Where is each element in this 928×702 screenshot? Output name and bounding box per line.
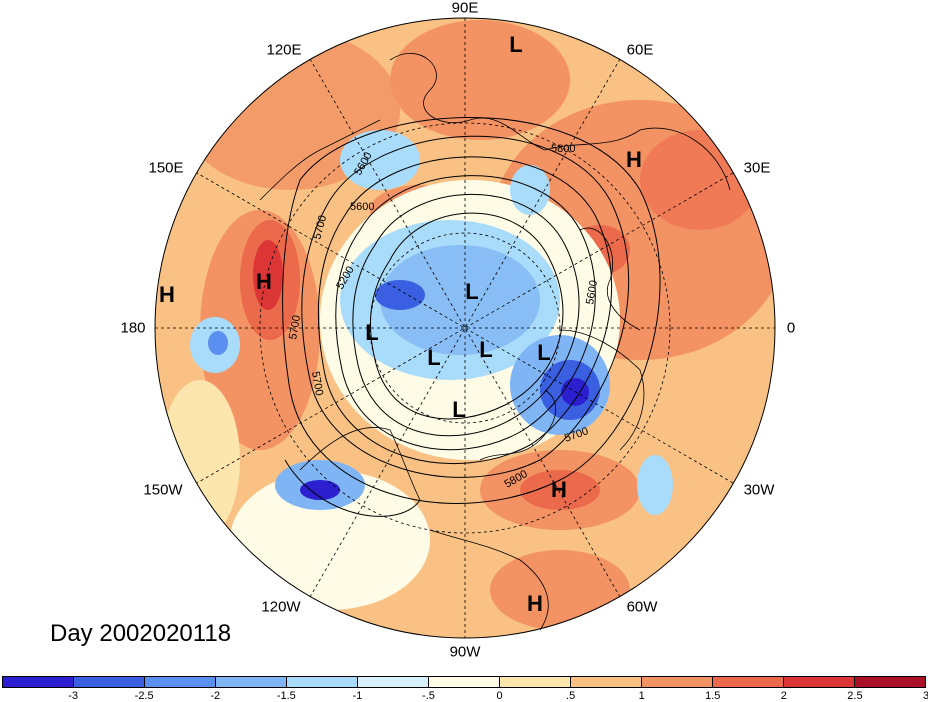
colorbar-segment xyxy=(74,677,145,687)
lon-label-150e: 150E xyxy=(148,159,184,177)
high-pressure-marker: H xyxy=(626,147,642,172)
contour-label: 5600 xyxy=(584,279,600,305)
colorbar-tick-label: .5 xyxy=(566,690,576,702)
colorbar-segment xyxy=(500,677,571,687)
colorbar-segment xyxy=(784,677,855,687)
colorbar-segment xyxy=(429,677,500,687)
colorbar-tick-label: -3 xyxy=(68,690,78,702)
low-pressure-marker: L xyxy=(479,337,493,362)
colorbar-tick-label: 0 xyxy=(496,690,503,702)
high-pressure-marker: H xyxy=(256,269,272,294)
contour-label: 5800 xyxy=(551,143,575,155)
lon-label-180: 180 xyxy=(120,319,146,337)
height-contours xyxy=(282,117,661,517)
colorbar-segment xyxy=(358,677,429,687)
colorbar-tick-label: 1.5 xyxy=(705,690,721,702)
high-pressure-marker: H xyxy=(527,591,543,616)
colorbar-tick-label: 2.5 xyxy=(847,690,863,702)
lon-label-60w: 60W xyxy=(626,598,658,616)
low-pressure-marker: L xyxy=(452,397,466,422)
anomaly-field xyxy=(155,18,775,638)
contour-label: 5600 xyxy=(350,201,374,213)
low-pressure-marker: L xyxy=(537,340,551,365)
lon-label-0: 0 xyxy=(786,319,796,337)
high-pressure-marker: H xyxy=(551,477,567,502)
colorbar-segment xyxy=(642,677,713,687)
contour-label: 5700 xyxy=(309,370,325,396)
lon-label-120w: 120W xyxy=(261,598,301,616)
day-title: Day 2002020118 xyxy=(50,620,232,647)
lon-label-120e: 120E xyxy=(266,41,302,59)
lon-label-30w: 30W xyxy=(743,481,775,499)
coastlines xyxy=(259,53,731,631)
colorbar-tick-label: -.5 xyxy=(422,690,435,702)
lon-label-150w: 150W xyxy=(143,481,183,499)
contour-label: 5700 xyxy=(287,314,303,340)
low-pressure-marker: L xyxy=(427,345,441,370)
colorbar-tick-label: 1 xyxy=(638,690,645,702)
colorbar-tick-label: -1 xyxy=(352,690,363,702)
colorbar-segment xyxy=(216,677,287,687)
colorbar-tick-label: -2 xyxy=(210,690,221,702)
lon-label-30e: 30E xyxy=(743,159,771,177)
lon-label-90e: 90E xyxy=(451,0,479,17)
colorbar-tick-label: 2 xyxy=(780,690,787,702)
colorbar-segment xyxy=(3,677,74,687)
colorbar-segment xyxy=(855,677,925,687)
high-pressure-marker: H xyxy=(159,282,175,307)
colorbar-tick-label: 3 xyxy=(922,690,928,702)
low-pressure-marker: L xyxy=(365,320,379,345)
colorbar-segment xyxy=(145,677,216,687)
colorbar-segment xyxy=(713,677,784,687)
colorbar-tick-label: -1.5 xyxy=(276,690,296,702)
colorbar-tick-label: -2.5 xyxy=(134,690,154,702)
colorbar-segment xyxy=(571,677,642,687)
low-pressure-marker: L xyxy=(465,279,479,304)
graticule xyxy=(155,18,775,638)
low-pressure-marker: L xyxy=(509,32,523,57)
lon-label-60e: 60E xyxy=(626,41,654,59)
colorbar xyxy=(2,676,926,688)
colorbar-segment xyxy=(287,677,358,687)
lon-label-90w: 90W xyxy=(449,643,481,661)
map-boundary xyxy=(154,17,776,639)
